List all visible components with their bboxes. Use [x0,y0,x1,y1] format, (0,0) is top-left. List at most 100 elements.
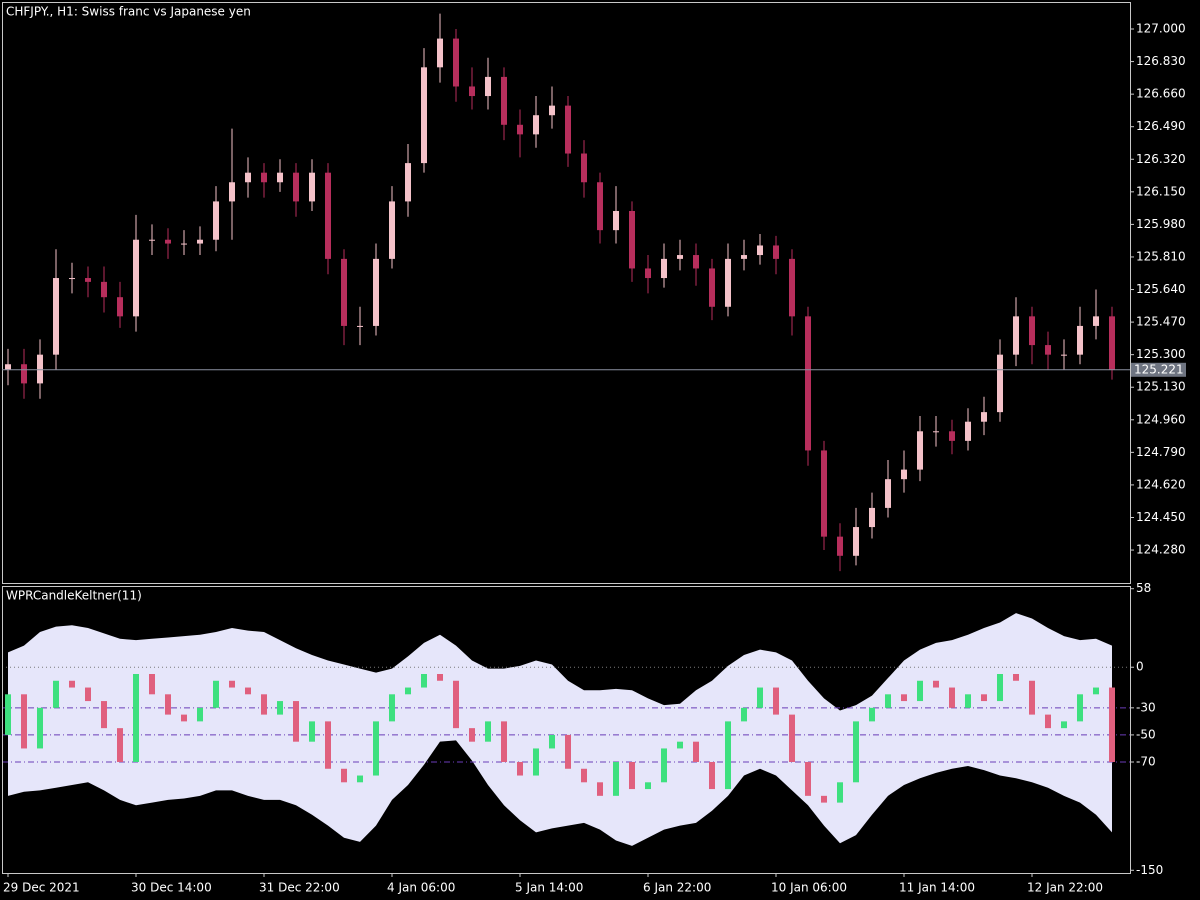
candle-body [917,680,923,702]
candle-body [21,364,27,384]
price-label-box [1131,362,1186,377]
candle-body [1029,680,1035,715]
pane-title: CHFJPY., H1: Swiss franc vs Japanese yen [6,5,251,19]
candle-body [997,673,1003,702]
candle-body [1109,316,1115,370]
candle-body [325,721,331,769]
keltner-band [8,613,1112,846]
y-tick-label: 126.830 [1136,54,1186,68]
pane-border [2,2,1131,584]
candle-body [1029,316,1035,346]
candle-body [709,268,715,307]
candle-body [533,748,539,776]
candle-body [133,673,139,762]
candle-body [629,761,635,790]
candle-body [181,714,187,722]
candle-body [485,76,491,97]
candle-body [757,245,763,256]
candle-body [69,680,75,688]
y-tick-label: 125.300 [1136,347,1186,361]
candle-body [1077,325,1083,355]
candle-body [549,105,555,116]
candle-body [933,431,939,433]
candle-body [885,479,891,508]
candle-body [741,255,747,259]
y-tick-label: 126.490 [1136,119,1186,133]
candle-body [645,782,651,790]
price-label: 125.221 [1134,362,1184,376]
candle-body [1061,721,1067,729]
candle-body [373,258,379,326]
candle-body [805,316,811,451]
candle-body [149,673,155,695]
y-tick-label: -30 [1136,700,1156,714]
candle-body [213,680,219,708]
candle-body [261,694,267,715]
candle-body [517,124,523,135]
y-tick-label: 124.450 [1136,510,1186,524]
y-tick-label: -50 [1136,727,1156,741]
y-tick-label: 124.280 [1136,543,1186,557]
candle-body [1045,714,1051,729]
candle-body [1013,673,1019,681]
candle-body [117,728,123,762]
candle-body [981,694,987,702]
candle-body [661,258,667,279]
candle-body [949,687,955,708]
candle-body [53,680,59,708]
candle-body [213,201,219,240]
candle-body [677,255,683,259]
candle-body [421,67,427,164]
y-tick-label: 127.000 [1136,22,1186,36]
candle-body [245,687,251,695]
candle-body [773,687,779,715]
candle-body [885,694,891,708]
candle-body [1093,687,1099,695]
candle-body [325,172,331,259]
x-tick-label: 5 Jan 14:00 [515,881,583,895]
candle-body [565,105,571,154]
pane-title: WPRCandleKeltner(11) [6,589,142,603]
x-tick-label: 4 Jan 06:00 [387,881,455,895]
candle-body [53,278,59,355]
candle-body [1093,316,1099,326]
candle-body [293,701,299,742]
candle-body [773,245,779,259]
candle-body [661,748,667,783]
candle-body [5,364,11,370]
candle-body [309,721,315,742]
candle-body [805,761,811,796]
candle-body [741,707,747,722]
candle-body [1109,687,1115,762]
y-tick-label: -150 [1136,863,1163,877]
candle-body [1077,694,1083,722]
candle-body [453,680,459,729]
candle-body [101,281,107,298]
candle-body [965,421,971,441]
candle-body [613,761,619,796]
y-tick-label: 124.790 [1136,445,1186,459]
candle-body [277,701,283,715]
candle-body [21,694,27,749]
candle-body [197,239,203,244]
candle-body [469,86,475,97]
candle-body [85,687,91,702]
candle-body [341,258,347,326]
candle-body [693,255,699,269]
y-tick-label: 125.980 [1136,217,1186,231]
candle-body [229,182,235,202]
candle-body [149,239,155,241]
candle-body [197,707,203,722]
candle-body [389,694,395,722]
candle-body [69,278,75,280]
candle-body [85,278,91,282]
candle-body [181,243,187,245]
candle-body [469,728,475,742]
candle-body [341,768,347,783]
candle-body [821,450,827,537]
y-tick-label: 126.320 [1136,152,1186,166]
candle-body [981,412,987,422]
candle-body [101,701,107,729]
candle-body [1013,316,1019,355]
